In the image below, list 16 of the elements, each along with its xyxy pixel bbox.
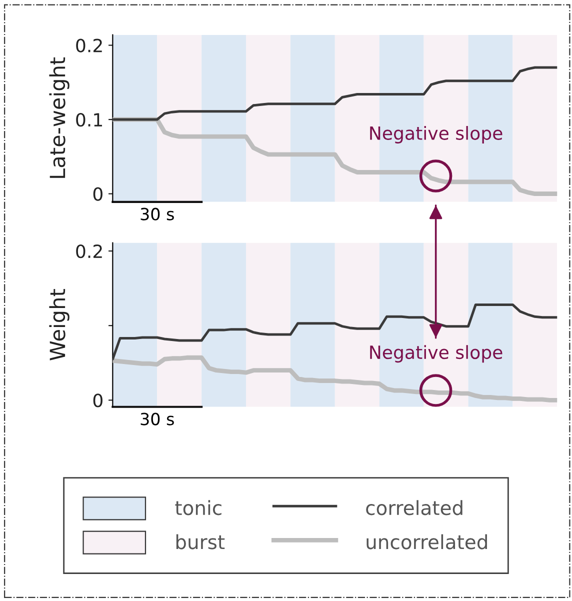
y-tick-label: 0.2 xyxy=(76,38,102,52)
text: 30 s xyxy=(140,412,174,426)
annotation: Negative slope xyxy=(370,126,502,144)
y-tick-label: 0 xyxy=(93,187,102,201)
y-axis-title: Weight xyxy=(49,289,70,360)
text: 30 s xyxy=(140,208,174,220)
y-tick-label: 0 xyxy=(93,394,102,408)
text: tonic xyxy=(175,500,222,516)
legend-label: uncorrelated xyxy=(366,534,487,550)
legend-label: correlated xyxy=(366,500,462,516)
annotation: Negative slope xyxy=(370,345,502,363)
y-tick-label: 0.2 xyxy=(76,244,102,258)
y-axis-title: Late-weight xyxy=(49,57,70,178)
y-tick-label: 0.1 xyxy=(76,112,102,127)
line-series xyxy=(112,66,558,121)
text: burst xyxy=(176,534,225,550)
